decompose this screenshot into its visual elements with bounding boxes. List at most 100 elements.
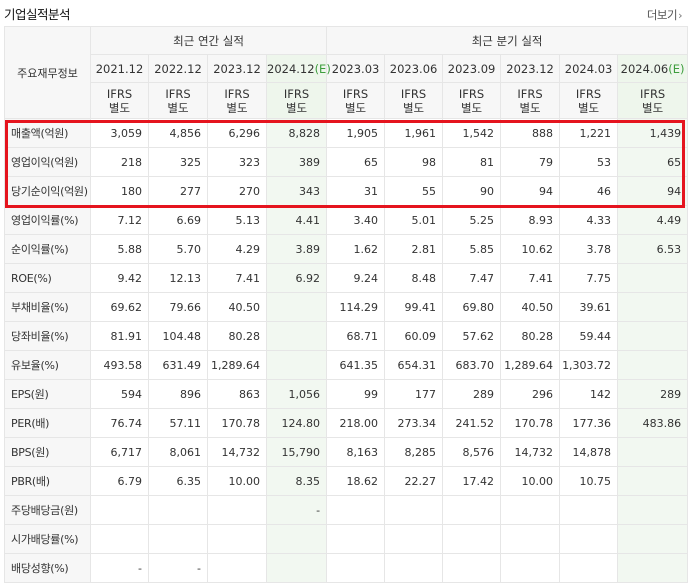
value-cell xyxy=(265,292,328,322)
value-cell: 1,056 xyxy=(265,379,328,409)
value-cell: 888 xyxy=(500,118,561,148)
value-cell: 8,285 xyxy=(384,437,444,467)
value-cell: 9.42 xyxy=(90,263,149,293)
value-cell: 80.28 xyxy=(500,321,561,351)
value-cell: 69.80 xyxy=(442,292,502,322)
value-cell: 218.00 xyxy=(326,408,386,438)
value-cell: 7.47 xyxy=(442,263,502,293)
value-cell: 104.48 xyxy=(148,321,208,351)
value-cell: 4.49 xyxy=(617,205,688,235)
value-cell: 170.78 xyxy=(207,408,267,438)
value-cell: 57.62 xyxy=(442,321,502,351)
accounting-basis: IFRS 별도 xyxy=(265,82,328,119)
basis-ifrs: IFRS xyxy=(342,86,369,101)
row-label: 배당성향(%) xyxy=(4,553,91,583)
table-row: 당좌비율(%) 81.91 104.48 80.28 68.71 60.09 57.62 80… xyxy=(4,321,688,351)
value-cell: 142 xyxy=(559,379,619,409)
estimate-mark: (E) xyxy=(668,61,685,76)
value-cell: 17.42 xyxy=(442,466,502,496)
value-cell xyxy=(559,495,619,525)
chevron-right-icon[interactable]: › xyxy=(678,9,682,22)
value-cell: 12.13 xyxy=(148,263,208,293)
value-cell: 6.53 xyxy=(617,234,688,264)
accounting-basis: IFRS 별도 xyxy=(326,82,386,119)
value-cell: 296 xyxy=(500,379,561,409)
value-cell: - xyxy=(90,553,149,583)
table-row: PBR(배) 6.79 6.35 10.00 8.35 18.62 22.27 17.42 10… xyxy=(4,466,688,496)
period-label: 2021.12 xyxy=(95,61,144,76)
value-cell: 683.70 xyxy=(442,350,502,380)
value-cell: 3,059 xyxy=(90,118,149,148)
value-cell: 7.41 xyxy=(500,263,561,293)
accounting-basis: IFRS 별도 xyxy=(559,82,619,119)
value-cell: 94 xyxy=(500,176,561,206)
value-cell xyxy=(207,553,267,583)
value-cell: 10.00 xyxy=(500,466,561,496)
value-cell: 14,732 xyxy=(500,437,561,467)
value-cell: 2.81 xyxy=(384,234,444,264)
value-cell: 1,439 xyxy=(617,118,688,148)
value-cell xyxy=(326,553,386,583)
row-label: 당기순이익(억원) xyxy=(4,176,91,206)
period-label: 2023.12 xyxy=(506,61,554,76)
value-cell xyxy=(617,350,688,380)
value-cell: 7.75 xyxy=(559,263,619,293)
value-cell: - xyxy=(265,495,328,525)
value-cell: 68.71 xyxy=(326,321,386,351)
basis-separate: 별도 xyxy=(344,100,367,115)
value-cell: 1,303.72 xyxy=(559,350,619,380)
value-cell: 40.50 xyxy=(207,292,267,322)
value-cell: 641.35 xyxy=(326,350,386,380)
value-cell: 4.29 xyxy=(207,234,267,264)
value-cell: 65 xyxy=(617,147,688,177)
value-cell xyxy=(148,524,208,554)
period-header: 2022.12 xyxy=(148,54,208,83)
corner-label: 주요재무정보 xyxy=(4,26,91,119)
accounting-basis: IFRS 별도 xyxy=(148,82,208,119)
value-cell: 10.62 xyxy=(500,234,561,264)
value-cell: 8,576 xyxy=(442,437,502,467)
row-label: 매출액(억원) xyxy=(4,118,91,148)
value-cell xyxy=(442,553,502,583)
row-label: 영업이익률(%) xyxy=(4,205,91,235)
basis-separate: 별도 xyxy=(108,100,131,115)
value-cell: 4.41 xyxy=(265,205,328,235)
row-label: 순이익률(%) xyxy=(4,234,91,264)
more-label[interactable]: 더보기 xyxy=(646,8,678,22)
row-label: 주당배당금(원) xyxy=(4,495,91,525)
value-cell: 5.85 xyxy=(442,234,502,264)
value-cell: 4.33 xyxy=(559,205,619,235)
value-cell xyxy=(617,321,688,351)
value-cell xyxy=(559,553,619,583)
value-cell xyxy=(559,524,619,554)
value-cell xyxy=(617,263,688,293)
value-cell: 177.36 xyxy=(559,408,619,438)
accounting-basis: IFRS 별도 xyxy=(90,82,149,119)
value-cell xyxy=(617,524,688,554)
value-cell: 6,717 xyxy=(90,437,149,467)
table-row: 당기순이익(억원) 180 277 270 343 31 55 90 94 46 94 xyxy=(4,176,688,206)
value-cell: 69.62 xyxy=(90,292,149,322)
row-label: 당좌비율(%) xyxy=(4,321,91,351)
value-cell xyxy=(617,495,688,525)
more-link[interactable]: 더보기› xyxy=(646,7,683,23)
value-cell: 177 xyxy=(384,379,444,409)
accounting-basis: IFRS 별도 xyxy=(500,82,561,119)
table-row: 영업이익(억원) 218 325 323 389 65 98 81 79 53 65 xyxy=(4,147,688,177)
value-cell: 5.88 xyxy=(90,234,149,264)
value-cell: 5.01 xyxy=(384,205,444,235)
period-header: 2023.03 xyxy=(326,54,386,83)
value-cell: 896 xyxy=(148,379,208,409)
value-cell: 46 xyxy=(559,176,619,206)
period-label: 2023.09 xyxy=(447,61,496,76)
table-row: 시가배당률(%) xyxy=(4,524,688,554)
value-cell: 1,221 xyxy=(559,118,619,148)
basis-separate: 별도 xyxy=(460,100,483,115)
value-cell xyxy=(500,495,561,525)
value-cell: 55 xyxy=(384,176,444,206)
value-cell: 65 xyxy=(326,147,386,177)
value-cell: 9.24 xyxy=(326,263,386,293)
value-cell: 654.31 xyxy=(384,350,444,380)
value-cell: 1,289.64 xyxy=(207,350,267,380)
value-cell: 124.80 xyxy=(265,408,328,438)
